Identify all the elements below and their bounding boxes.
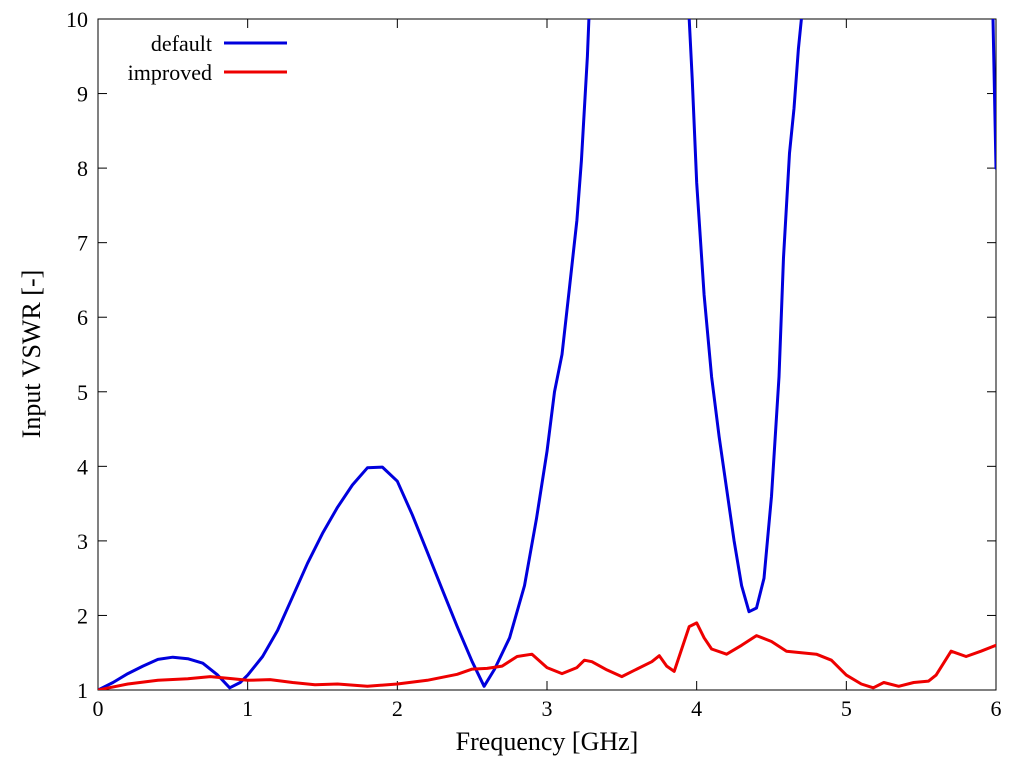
y-tick-label: 4 xyxy=(77,454,88,479)
x-tick-label: 4 xyxy=(691,696,702,721)
x-tick-label: 2 xyxy=(392,696,403,721)
y-tick-label: 9 xyxy=(77,82,88,107)
y-tick-label: 2 xyxy=(77,603,88,628)
x-tick-label: 3 xyxy=(542,696,553,721)
legend-label-improved: improved xyxy=(128,60,212,85)
x-tick-label: 5 xyxy=(841,696,852,721)
plot-area-frame xyxy=(97,18,997,691)
x-tick-label: 6 xyxy=(991,696,1002,721)
series-layer xyxy=(98,19,996,690)
x-axis-title: Frequency [GHz] xyxy=(456,727,639,756)
legend-label-default: default xyxy=(151,31,212,56)
x-tick-label: 0 xyxy=(93,696,104,721)
y-tick-label: 7 xyxy=(77,231,88,256)
y-axis-title: Input VSWR [-] xyxy=(17,270,46,439)
y-tick-label: 1 xyxy=(77,678,88,703)
series-line-default xyxy=(98,19,996,690)
legend: default improved xyxy=(128,31,287,85)
y-tick-label: 8 xyxy=(77,156,88,181)
x-tick-label: 1 xyxy=(242,696,253,721)
y-tick-label: 5 xyxy=(77,380,88,405)
series-line-improved xyxy=(98,621,996,690)
y-tick-label: 6 xyxy=(77,305,88,330)
y-tick-label: 3 xyxy=(77,529,88,554)
y-tick-label: 10 xyxy=(66,7,88,32)
